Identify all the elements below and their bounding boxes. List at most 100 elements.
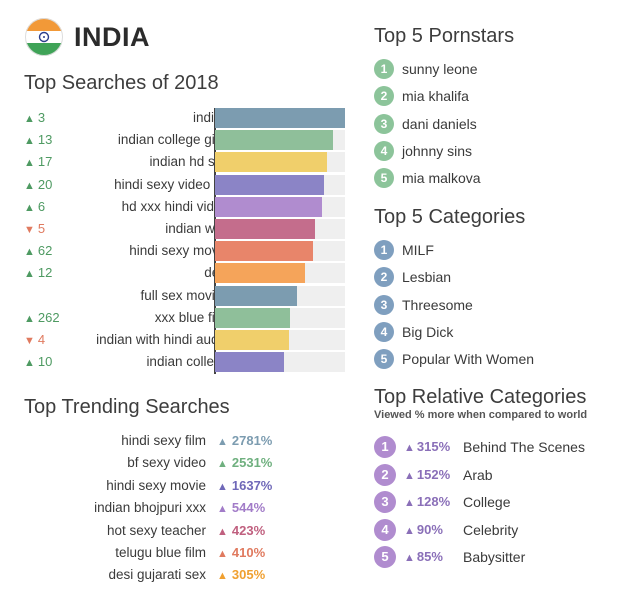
up-arrow-icon: ▲ bbox=[404, 442, 415, 454]
up-arrow-icon: ▲ bbox=[24, 312, 35, 325]
search-row: ▲ 10 indian college bbox=[24, 352, 354, 374]
rank-change: ▲ 12 bbox=[24, 265, 52, 280]
rank-badge: 3 bbox=[374, 294, 394, 315]
search-bar bbox=[215, 330, 290, 350]
relative-percent: 152% bbox=[416, 466, 451, 482]
rank-change-value: 262 bbox=[37, 309, 60, 325]
trending-row: telugu blue film ▲ 410% bbox=[60, 545, 320, 567]
trending-term: hindi sexy movie bbox=[106, 477, 206, 493]
country-name: INDIA bbox=[74, 22, 150, 52]
relative-value: ▲ 152% bbox=[404, 467, 450, 482]
rank-badge: 5 bbox=[374, 168, 394, 189]
search-term: indian college bbox=[146, 354, 229, 370]
search-row: ▲12desi bbox=[24, 263, 354, 285]
relative-percent: 85% bbox=[416, 549, 443, 565]
trending-term: hot sexy teacher bbox=[106, 522, 206, 538]
rank-change: ▲ 262 bbox=[24, 310, 60, 325]
trending-value: ▲ 410% bbox=[217, 545, 265, 560]
up-arrow-icon: ▲ bbox=[24, 113, 35, 125]
search-row: ▼ 4 indian with hindi audio bbox=[24, 330, 354, 352]
rank-badge: 2 bbox=[374, 463, 396, 486]
search-row: ▲ 3 indian bbox=[24, 108, 354, 130]
rank-change: ▲ 20 bbox=[24, 177, 52, 192]
trending-percent: 544% bbox=[231, 500, 266, 516]
up-arrow-icon: ▲ bbox=[217, 480, 228, 493]
search-bar bbox=[215, 219, 316, 239]
relative-value: ▲ 315% bbox=[404, 439, 450, 454]
up-arrow-icon: ▲ bbox=[217, 458, 228, 471]
trending-percent: 1637% bbox=[231, 477, 273, 493]
relative-category-name: Arab bbox=[463, 466, 493, 483]
up-arrow-icon: ▲ bbox=[217, 436, 228, 448]
search-bar bbox=[215, 285, 297, 306]
search-row: ▲ 20 hindi sexy video hd bbox=[24, 174, 354, 197]
rank-change: ▲ 3 bbox=[24, 110, 45, 125]
search-term: xxx blue film bbox=[154, 309, 229, 325]
search-term: indian wife bbox=[165, 221, 229, 236]
relative-value: ▲ 85% bbox=[404, 549, 443, 564]
search-row: ▲ 6 hd xxx hindi video bbox=[24, 196, 354, 219]
rank-badge: 4 bbox=[374, 140, 394, 161]
trending-row: indian bhojpuri xxx ▲ 544% bbox=[60, 500, 320, 522]
trending-row: hot sexy teacher ▲ 423% bbox=[60, 523, 320, 545]
trending-percent: 423% bbox=[231, 522, 266, 538]
rank-badge: 3 bbox=[374, 491, 396, 514]
top-searches-chart: ▲ 3 indian ▲ 13 indian college girls ▲ 17 indian… bbox=[24, 108, 354, 376]
relative-percent: 128% bbox=[416, 494, 451, 510]
list-item-label: Lesbian bbox=[402, 269, 452, 286]
up-arrow-icon: ▲ bbox=[217, 548, 228, 560]
trending-term: indian bhojpuri xxx bbox=[94, 500, 206, 516]
search-term: indian college girls bbox=[117, 132, 229, 148]
top-trending-title: Top Trending Searches bbox=[24, 396, 230, 418]
rank-badge: 2 bbox=[374, 86, 394, 107]
trending-term: desi gujarati sex bbox=[108, 567, 206, 583]
down-arrow-icon: ▼ bbox=[24, 224, 35, 236]
list-item-label: Popular With Women bbox=[402, 351, 535, 368]
up-arrow-icon: ▲ bbox=[24, 357, 35, 370]
rank-change: ▲ 17 bbox=[24, 154, 52, 169]
rank-change-value: 20 bbox=[37, 176, 53, 192]
up-arrow-icon: ▲ bbox=[404, 497, 415, 510]
rank-badge: 4 bbox=[374, 518, 396, 541]
rank-change-value: 3 bbox=[37, 110, 46, 125]
rank-change-value: 62 bbox=[37, 243, 53, 259]
search-term: hd xxx hindi video bbox=[121, 198, 229, 214]
relative-percent: 315% bbox=[416, 439, 451, 454]
rank-change: ▼ 4 bbox=[24, 332, 45, 347]
top-searches-title: Top Searches of 2018 bbox=[24, 72, 219, 94]
rank-change-value: 12 bbox=[37, 265, 53, 281]
trending-row: hindi sexy film ▲ 2781% bbox=[60, 433, 320, 455]
relative-category-name: Babysitter bbox=[463, 549, 526, 566]
search-row: ▼ 5 indian wife bbox=[24, 219, 354, 241]
list-item-label: mia malkova bbox=[402, 170, 481, 187]
rank-badge: 4 bbox=[374, 321, 394, 342]
trending-term: bf sexy video bbox=[127, 455, 206, 471]
search-row: ▲ 262 xxx blue film bbox=[24, 307, 354, 330]
search-bar bbox=[215, 174, 325, 195]
up-arrow-icon: ▲ bbox=[24, 157, 35, 170]
up-arrow-icon: ▲ bbox=[24, 201, 35, 214]
rank-change-value: 17 bbox=[37, 154, 53, 170]
relative-category-name: College bbox=[463, 494, 511, 511]
rank-change: ▲ 13 bbox=[24, 132, 52, 147]
relative-value: ▲ 90% bbox=[404, 522, 443, 537]
trending-value: ▲ 2531% bbox=[217, 455, 272, 470]
up-arrow-icon: ▲ bbox=[24, 268, 35, 281]
search-term: hindi sexy movie bbox=[129, 243, 229, 259]
search-bar bbox=[215, 263, 305, 284]
search-bar bbox=[215, 352, 284, 373]
rank-change-value: 5 bbox=[37, 221, 46, 236]
trending-row: hindi sexy movie ▲ 1637% bbox=[60, 478, 320, 500]
down-arrow-icon: ▼ bbox=[24, 335, 35, 347]
rank-change-value: 6 bbox=[37, 198, 46, 214]
rank-badge: 1 bbox=[374, 240, 394, 260]
trending-term: hindi sexy film bbox=[121, 433, 206, 448]
search-row: ▲ 17 indian hd sex bbox=[24, 152, 354, 174]
rank-badge: 3 bbox=[374, 113, 394, 134]
rank-badge: 2 bbox=[374, 267, 394, 288]
search-term: full sex movies bbox=[140, 287, 229, 303]
rank-badge: 5 bbox=[374, 349, 394, 370]
list-item-label: sunny leone bbox=[402, 61, 478, 77]
up-arrow-icon: ▲ bbox=[404, 469, 415, 482]
top-pornstars-title: Top 5 Pornstars bbox=[374, 25, 515, 47]
